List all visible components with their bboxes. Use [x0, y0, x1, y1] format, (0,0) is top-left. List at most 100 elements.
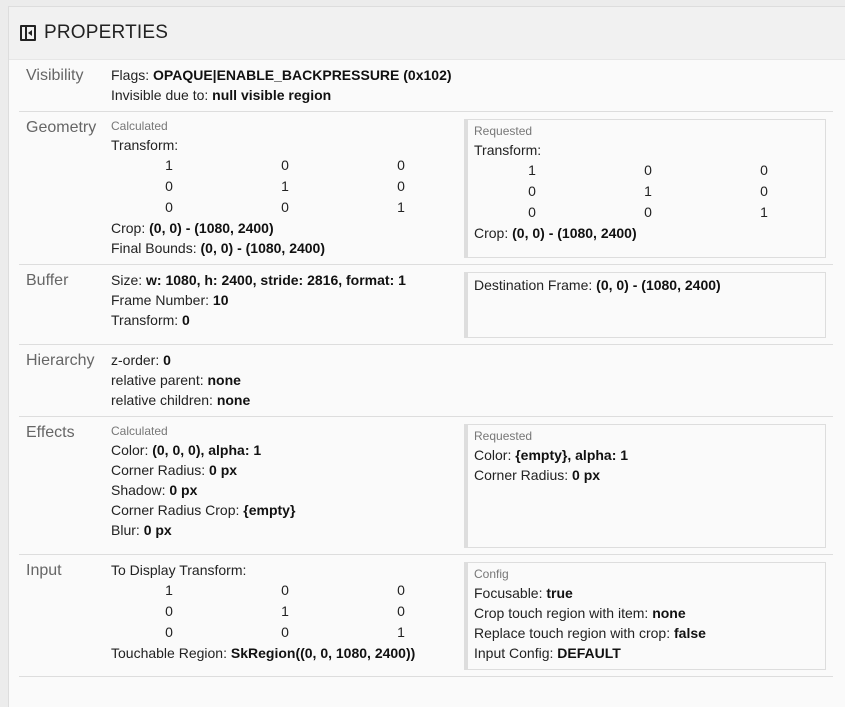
matrix-cell: 0	[281, 157, 289, 173]
property-label: Frame Number:	[111, 292, 213, 308]
matrix-cell: 0	[165, 624, 173, 640]
property-label: Replace touch region with crop:	[474, 625, 674, 641]
matrix-cell: 0	[397, 178, 405, 194]
property-line: Corner Radius: 0 px	[474, 465, 825, 485]
matrix-row: 0 0 1	[111, 197, 464, 218]
property-line: Final Bounds: (0, 0) - (1080, 2400)	[111, 238, 464, 258]
property-label: Destination Frame:	[474, 277, 597, 293]
property-value: OPAQUE|ENABLE_BACKPRESSURE (0x102)	[153, 67, 452, 83]
property-line: Color: (0, 0, 0), alpha: 1	[111, 440, 464, 460]
matrix-row: 1 0 0	[111, 155, 464, 176]
property-label: Focusable:	[474, 585, 547, 601]
property-value: false	[674, 625, 706, 641]
section-label: Geometry	[26, 119, 97, 136]
property-label: Crop touch region with item:	[474, 605, 653, 621]
property-line: Size: w: 1080, h: 2400, stride: 2816, fo…	[111, 270, 464, 290]
section-effects: Effects Calculated Color: (0, 0, 0), alpha…	[19, 417, 833, 555]
property-value: none	[207, 372, 241, 388]
property-line: Transform:	[474, 140, 825, 160]
property-value: 0 px	[169, 482, 198, 498]
column-subtitle: Calculated	[111, 119, 168, 133]
property-line: Transform: 0	[111, 310, 464, 330]
property-line: Corner Radius Crop: {empty}	[111, 500, 464, 520]
column-subtitle: Config	[474, 567, 509, 581]
property-label: Input Config:	[474, 645, 558, 661]
property-line: Destination Frame: (0, 0) - (1080, 2400)	[474, 275, 825, 295]
property-line: z-order: 0	[111, 350, 464, 370]
matrix-cell: 0	[165, 178, 173, 194]
matrix-cell: 1	[281, 178, 289, 194]
calculated-column: Size: w: 1080, h: 2400, stride: 2816, fo…	[111, 270, 464, 338]
property-label: z-order:	[111, 352, 164, 368]
property-label: relative parent:	[111, 372, 208, 388]
matrix-cell: 1	[397, 199, 405, 215]
matrix-row: 0 1 0	[111, 601, 464, 622]
transform-matrix: 1 0 0 0 1 0 0 0 1	[111, 155, 464, 218]
property-value: (0, 0) - (1080, 2400)	[512, 225, 637, 241]
panel-header: PROPERTIES	[9, 7, 845, 60]
property-line: Color: {empty}, alpha: 1	[474, 445, 825, 465]
property-value: w: 1080, h: 2400, stride: 2816, format: …	[146, 272, 406, 288]
sidebar-collapse-icon[interactable]	[20, 25, 36, 41]
matrix-cell: 0	[760, 183, 768, 199]
calculated-column: z-order: 0 relative parent: none relative …	[111, 350, 464, 410]
calculated-column: Calculated Transform: 1 0 0 0 1 0 0 0 1 Crop: (0, 0…	[111, 117, 464, 258]
matrix-row: 0 0 1	[474, 202, 825, 223]
property-value: 0	[182, 312, 190, 328]
requested-box: Config Focusable: true Crop touch region w…	[464, 562, 826, 670]
property-label: Corner Radius:	[111, 462, 210, 478]
property-value: SkRegion((0, 0, 1080, 2400))	[230, 645, 416, 661]
matrix-cell: 1	[281, 603, 289, 619]
property-line: relative parent: none	[111, 370, 464, 390]
property-label: Touchable Region:	[111, 645, 231, 661]
matrix-cell: 0	[281, 199, 289, 215]
matrix-cell: 1	[165, 157, 173, 173]
property-value: none	[652, 605, 686, 621]
requested-box: Requested Color: {empty}, alpha: 1 Corner …	[464, 424, 826, 548]
section-input: Input To Display Transform: 1 0 0 0 1 0 0 0 1 Touch…	[19, 555, 833, 677]
property-value: {empty}, alpha: 1	[515, 447, 629, 463]
matrix-cell: 0	[760, 162, 768, 178]
property-value: (0, 0, 0), alpha: 1	[152, 442, 262, 458]
column-subtitle: Requested	[474, 429, 533, 443]
property-line: Touchable Region: SkRegion((0, 0, 1080, …	[111, 643, 464, 663]
section-buffer: Buffer Size: w: 1080, h: 2400, stride: 28…	[19, 265, 833, 345]
matrix-row: 0 1 0	[111, 176, 464, 197]
property-line: Invisible due to: null visible region	[111, 85, 464, 105]
property-label: Transform:	[111, 312, 183, 328]
matrix-cell: 0	[397, 582, 405, 598]
property-label: Shadow:	[111, 482, 170, 498]
matrix-cell: 1	[165, 582, 173, 598]
matrix-cell: 0	[165, 603, 173, 619]
matrix-cell: 1	[644, 183, 652, 199]
matrix-cell: 0	[281, 582, 289, 598]
calculated-column: Flags: OPAQUE|ENABLE_BACKPRESSURE (0x102…	[111, 65, 464, 105]
property-line: Replace touch region with crop: false	[474, 623, 825, 643]
matrix-cell: 1	[528, 162, 536, 178]
property-value: 0 px	[143, 522, 172, 538]
column-subtitle: Requested	[474, 124, 533, 138]
calculated-column: To Display Transform: 1 0 0 0 1 0 0 0 1 Touchable …	[111, 560, 464, 670]
property-label: Color:	[474, 447, 516, 463]
property-line: Flags: OPAQUE|ENABLE_BACKPRESSURE (0x102…	[111, 65, 464, 85]
calculated-column: Calculated Color: (0, 0, 0), alpha: 1 Corn…	[111, 422, 464, 548]
matrix-cell: 0	[644, 204, 652, 220]
property-label: Blur:	[111, 522, 144, 538]
property-line: Crop touch region with item: none	[474, 603, 825, 623]
property-line: Blur: 0 px	[111, 520, 464, 540]
transform-matrix: 1 0 0 0 1 0 0 0 1	[474, 160, 825, 223]
property-value: {empty}	[243, 502, 296, 518]
section-label: Hierarchy	[26, 352, 95, 369]
requested-box: Destination Frame: (0, 0) - (1080, 2400)	[464, 272, 826, 338]
property-value: null visible region	[212, 87, 332, 103]
property-line: Input Config: DEFAULT	[474, 643, 825, 663]
properties-panel: PROPERTIES Visibility Flags: OPAQUE|ENABL…	[8, 6, 845, 707]
property-label: Flags:	[111, 67, 154, 83]
property-line: Frame Number: 10	[111, 290, 464, 310]
property-label: Crop:	[111, 220, 150, 236]
property-value: true	[546, 585, 573, 601]
property-label: Color:	[111, 442, 153, 458]
property-line: relative children: none	[111, 390, 464, 410]
section-label: Effects	[26, 424, 75, 441]
matrix-cell: 1	[397, 624, 405, 640]
